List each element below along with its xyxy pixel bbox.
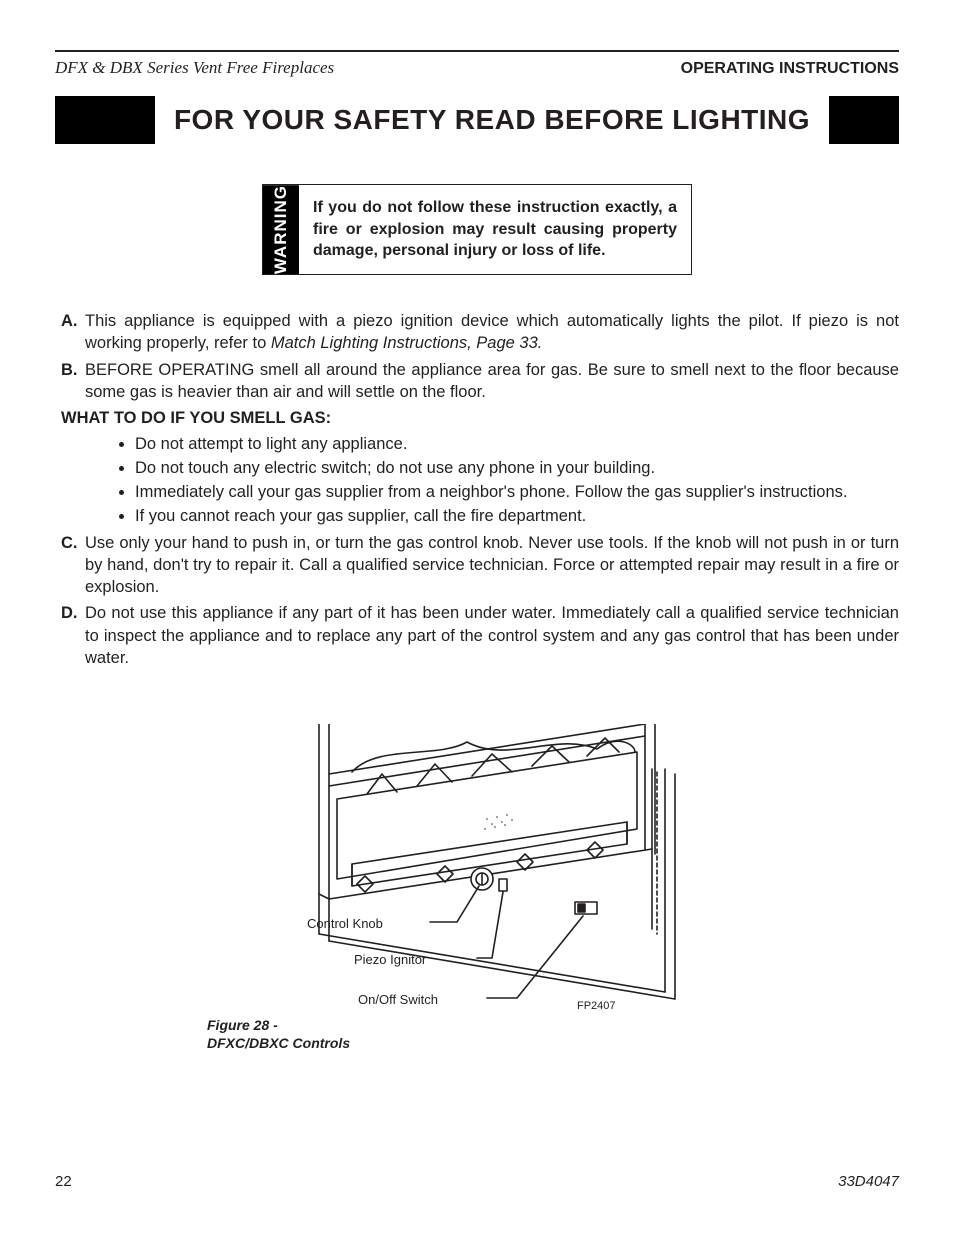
- figure-caption: Figure 28 - DFXC/DBXC Controls: [207, 1016, 747, 1052]
- letter-d: D.: [55, 602, 85, 669]
- bullet-4: If you cannot reach your gas supplier, c…: [135, 505, 899, 527]
- warning-text: If you do not follow these instruction e…: [299, 185, 691, 274]
- gas-subhead: WHAT TO DO IF YOU SMELL GAS:: [61, 407, 899, 429]
- body-d: Do not use this appliance if any part of…: [85, 602, 899, 669]
- banner-black-right: [829, 96, 899, 144]
- bullet-3: Immediately call your gas supplier from …: [135, 481, 899, 503]
- safety-banner: FOR YOUR SAFETY READ BEFORE LIGHTING: [55, 96, 899, 144]
- label-onoff-switch: On/Off Switch: [358, 992, 438, 1007]
- bullet-1: Do not attempt to light any appliance.: [135, 433, 899, 455]
- letter-c: C.: [55, 532, 85, 599]
- label-figure-code: FP2407: [577, 1000, 616, 1012]
- figure-28: Control Knob Piezo Ignitor On/Off Switch…: [207, 724, 747, 1052]
- banner-black-left: [55, 96, 155, 144]
- letter-b: B.: [55, 359, 85, 404]
- instruction-a: A. This appliance is equipped with a pie…: [55, 310, 899, 355]
- header-right-title: OPERATING INSTRUCTIONS: [681, 60, 899, 78]
- body-b: BEFORE OPERATING smell all around the ap…: [85, 359, 899, 404]
- banner-title: FOR YOUR SAFETY READ BEFORE LIGHTING: [155, 96, 829, 144]
- gas-bullets: Do not attempt to light any appliance. D…: [135, 433, 899, 528]
- header-rule: [55, 50, 899, 52]
- instructions-block: A. This appliance is equipped with a pie…: [55, 310, 899, 669]
- bullet-2: Do not touch any electric switch; do not…: [135, 457, 899, 479]
- warning-box: WARNING If you do not follow these instr…: [262, 184, 692, 275]
- header-left-title: DFX & DBX Series Vent Free Fireplaces: [55, 58, 334, 78]
- controls-diagram: [257, 724, 697, 1014]
- body-c: Use only your hand to push in, or turn t…: [85, 532, 899, 599]
- letter-a: A.: [55, 310, 85, 355]
- body-a: This appliance is equipped with a piezo …: [85, 310, 899, 355]
- page-footer: 22 33D4047: [55, 1173, 899, 1190]
- caption-line-1: Figure 28 -: [207, 1017, 278, 1033]
- instruction-c: C. Use only your hand to push in, or tur…: [55, 532, 899, 599]
- instruction-b: B. BEFORE OPERATING smell all around the…: [55, 359, 899, 404]
- label-control-knob: Control Knob: [307, 916, 383, 931]
- page-number: 22: [55, 1173, 72, 1190]
- warning-tab: WARNING: [263, 185, 299, 274]
- instruction-d: D. Do not use this appliance if any part…: [55, 602, 899, 669]
- doc-number: 33D4047: [838, 1173, 899, 1190]
- page-header: DFX & DBX Series Vent Free Fireplaces OP…: [55, 58, 899, 78]
- caption-line-2: DFXC/DBXC Controls: [207, 1035, 350, 1051]
- label-piezo-ignitor: Piezo Ignitor: [354, 952, 426, 967]
- text-a-italic: Match Lighting Instructions, Page 33.: [271, 334, 543, 352]
